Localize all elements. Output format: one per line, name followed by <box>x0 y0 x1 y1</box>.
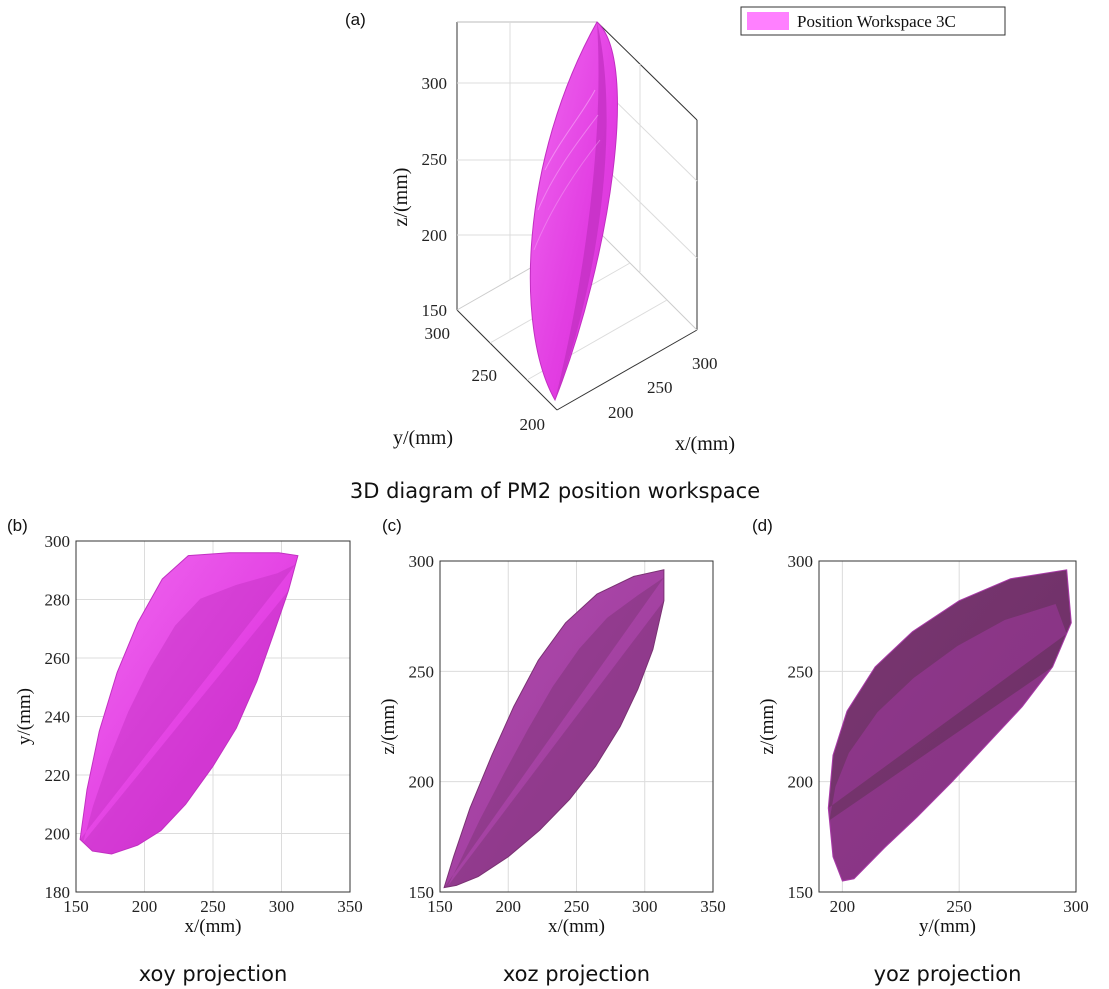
y-tick-label: 250 <box>409 662 435 681</box>
x-tick: 300 <box>692 354 718 373</box>
y-tick: 200 <box>520 415 546 434</box>
panel-d-label: (d) <box>752 516 773 535</box>
x-tick: 200 <box>608 403 634 422</box>
panel-caption: xoz projection <box>503 962 650 986</box>
panel-b-xoy-projection: (b) 150 200 250 300 350 180 200 220 240 260 280 300… <box>7 516 363 986</box>
plot-frame <box>818 560 1077 893</box>
y-tick-label: 200 <box>788 773 814 792</box>
x-axis-label: x/(mm) <box>675 433 735 455</box>
y-tick-label: 150 <box>409 883 435 902</box>
workspace-projection-region <box>443 569 665 889</box>
x-tick-label: 250 <box>200 897 226 916</box>
workspace-projection-shading <box>828 604 1067 881</box>
z-tick: 200 <box>422 226 448 245</box>
x-tick-label: 150 <box>63 897 89 916</box>
x-tick-label: 350 <box>337 897 363 916</box>
panel-a-caption: 3D diagram of PM2 position workspace <box>350 479 760 503</box>
y-axis-label: z/(mm) <box>378 699 399 755</box>
workspace-projection-region <box>79 552 299 855</box>
legend: Position Workspace 3C <box>740 6 1006 36</box>
panel-c-xoz-projection: (c) 150 200 250 300 350 150 200 250 300 x/(mm) z/(… <box>378 516 726 986</box>
x-tick-label: 250 <box>946 897 972 916</box>
legend-swatch <box>747 12 789 30</box>
x-tick-label: 350 <box>700 897 726 916</box>
y-tick: 300 <box>425 324 451 343</box>
x-tick-label: 300 <box>1063 897 1089 916</box>
y-axis-label: y/(mm) <box>14 688 35 745</box>
y-tick-label: 250 <box>788 662 814 681</box>
y-tick-label: 180 <box>45 883 71 902</box>
panel-caption: yoz projection <box>874 962 1022 986</box>
x-tick-label: 300 <box>269 897 295 916</box>
y-axis-label: z/(mm) <box>757 699 778 755</box>
z-tick: 250 <box>422 150 448 169</box>
x-axis-label: x/(mm) <box>185 916 242 937</box>
panel-a-label: (a) <box>345 10 366 29</box>
y-tick-label: 300 <box>45 532 71 551</box>
y-tick-label: 300 <box>409 552 435 571</box>
panel-caption: xoy projection <box>139 962 288 986</box>
x-tick-label: 150 <box>427 897 453 916</box>
x-tick-label: 200 <box>830 897 856 916</box>
plot-frame <box>439 560 714 893</box>
panel-b-label: (b) <box>7 516 28 535</box>
x-axis-label: y/(mm) <box>919 916 976 937</box>
y-axis-label: y/(mm) <box>393 427 453 449</box>
x-tick: 250 <box>647 378 673 397</box>
y-tick-label: 200 <box>45 825 71 844</box>
y-tick-label: 300 <box>788 552 814 571</box>
workspace-ellipsoid <box>529 21 618 402</box>
plot-frame <box>75 540 351 893</box>
workspace-projection-shading <box>80 564 296 854</box>
y-tick-label: 200 <box>409 773 435 792</box>
z-axis-label: z/(mm) <box>390 168 412 227</box>
y-tick-label: 280 <box>45 591 71 610</box>
workspace-projection-region <box>827 569 1072 882</box>
z-tick: 150 <box>422 301 448 320</box>
y-tick: 250 <box>472 366 498 385</box>
panel-c-label: (c) <box>382 516 402 535</box>
x-tick-label: 250 <box>564 897 590 916</box>
x-axis-label: x/(mm) <box>548 916 605 937</box>
ellipsoid-shadow-side <box>555 22 607 400</box>
x-tick-label: 200 <box>132 897 158 916</box>
y-tick-label: 150 <box>788 883 814 902</box>
x-tick-label: 200 <box>496 897 522 916</box>
y-tick-label: 240 <box>45 708 71 727</box>
z-tick: 300 <box>422 74 448 93</box>
x-tick-label: 300 <box>632 897 658 916</box>
panel-d-yoz-projection: (d) 200 250 300 150 200 250 300 y/(mm) z/(mm) yoz… <box>752 516 1089 986</box>
workspace-projection-shading <box>444 577 664 888</box>
legend-entry: Position Workspace 3C <box>797 12 956 31</box>
y-tick-label: 220 <box>45 766 71 785</box>
panel-a-3d-chart: (a) <box>345 6 1006 503</box>
y-tick-label: 260 <box>45 649 71 668</box>
